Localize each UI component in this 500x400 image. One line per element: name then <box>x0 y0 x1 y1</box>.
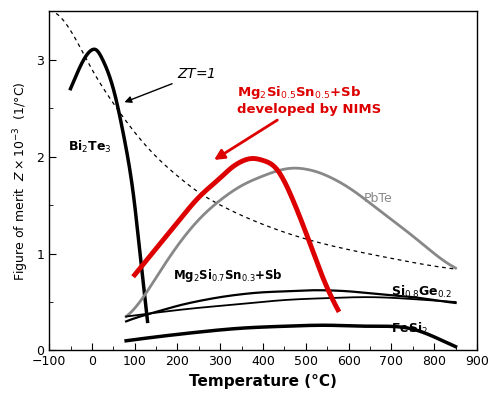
Text: Mg$_2$Si$_{0.7}$Sn$_{0.3}$+Sb: Mg$_2$Si$_{0.7}$Sn$_{0.3}$+Sb <box>173 267 283 284</box>
X-axis label: Temperature (°C): Temperature (°C) <box>189 374 337 389</box>
Text: FeSi$_2$: FeSi$_2$ <box>392 321 428 337</box>
Text: PbTe: PbTe <box>364 192 392 205</box>
Y-axis label: Figure of merit  $Z\times10^{-3}$  (1/°C): Figure of merit $Z\times10^{-3}$ (1/°C) <box>11 81 30 281</box>
Text: $ZT$=1: $ZT$=1 <box>126 67 216 102</box>
Text: Si$_{0.8}$Ge$_{0.2}$: Si$_{0.8}$Ge$_{0.2}$ <box>392 284 452 300</box>
Text: Bi$_2$Te$_3$: Bi$_2$Te$_3$ <box>68 139 112 155</box>
Text: Mg$_2$Si$_{0.5}$Sn$_{0.5}$+Sb
developed by NIMS: Mg$_2$Si$_{0.5}$Sn$_{0.5}$+Sb developed … <box>216 84 382 158</box>
